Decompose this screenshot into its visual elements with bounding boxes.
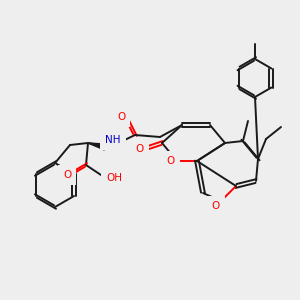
Text: O: O — [63, 170, 71, 180]
Text: NH: NH — [105, 135, 121, 145]
Polygon shape — [88, 143, 106, 150]
Text: O: O — [136, 144, 144, 154]
Text: O: O — [212, 201, 220, 211]
Text: O: O — [117, 112, 125, 122]
Text: O: O — [167, 156, 175, 166]
Text: OH: OH — [106, 173, 122, 183]
